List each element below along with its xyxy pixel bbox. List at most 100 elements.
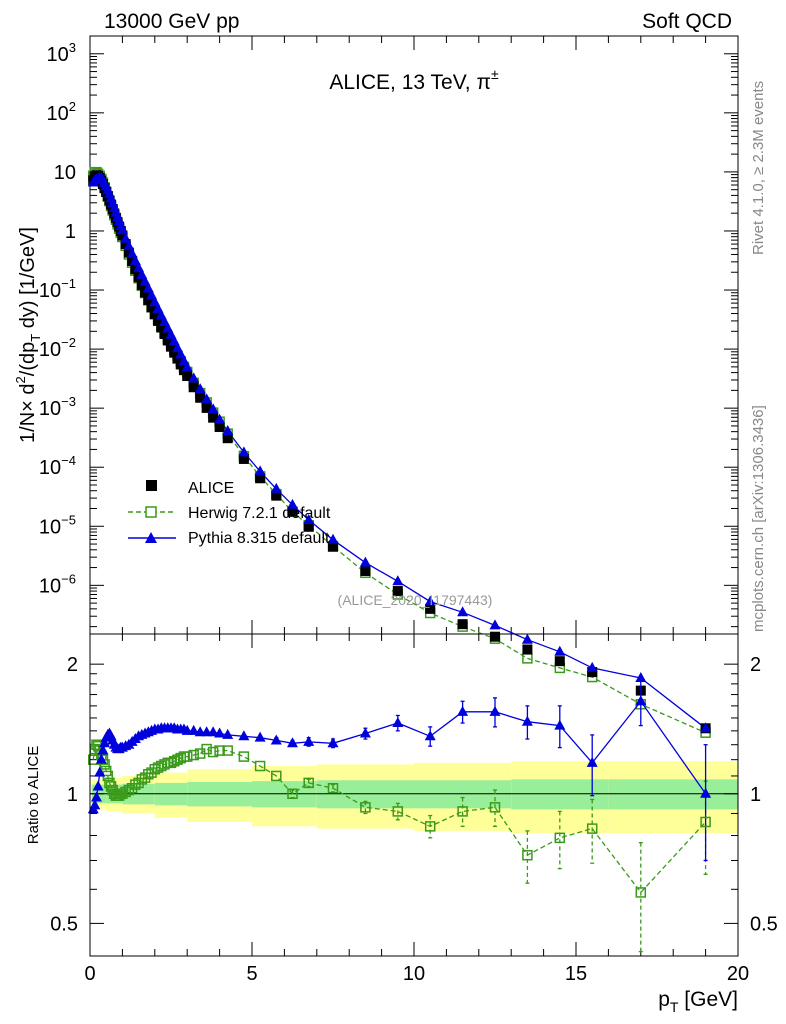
main-alice-point [159, 329, 170, 340]
ratio-pythia-point [635, 695, 647, 706]
main-pythia-point [635, 671, 647, 682]
main-alice-point [166, 341, 176, 352]
main-y-tick-base: 10 [54, 162, 76, 184]
x-tick-label: 0 [84, 963, 95, 985]
main-alice-point [303, 521, 314, 532]
ratio-herwig-point [117, 788, 128, 800]
main-pythia-point [146, 289, 158, 300]
ratio-uncertainty-bands [91, 761, 738, 834]
main-y-tick-base: 10 [39, 280, 61, 302]
main-pythia-point [700, 722, 712, 733]
main-y-tick-exponent: 3 [69, 40, 76, 55]
main-pythia-point [129, 255, 141, 266]
main-pythia-point [238, 446, 250, 457]
main-pythia-point [521, 633, 533, 644]
main-y-tick-base: 10 [39, 575, 61, 597]
main-y-tick-base: 10 [47, 103, 69, 125]
main-y-tick-exponent: −3 [61, 394, 76, 409]
ratio-y-tick-label-left: 1 [67, 784, 78, 806]
ratio-pythia-point [90, 791, 102, 802]
ratio-pythia-point [303, 735, 315, 746]
main-y-tick-label: 10−2 [39, 335, 76, 361]
ratio-herwig-point [287, 788, 298, 800]
ratio-pythia-point [92, 780, 104, 791]
ratio-pythia-point [97, 744, 109, 755]
ratio-pythia-point [521, 715, 533, 726]
ratio-herwig-point [113, 790, 125, 801]
ratio-pythia-point [700, 787, 712, 798]
main-y-tick-base: 1 [65, 221, 76, 243]
main-pythia-point [327, 533, 339, 544]
main-alice-point [425, 603, 436, 614]
ratio-y-axis-label: Ratio to ALICE [25, 746, 42, 844]
main-alice-point [195, 392, 206, 403]
ratio-y-tick-label-left: 2 [67, 654, 78, 676]
ratio-herwig-point [635, 887, 647, 898]
main-alice-point [208, 412, 219, 423]
main-pythia-point [489, 619, 501, 630]
main-alice-point [120, 239, 131, 250]
main-alice-point [522, 644, 533, 655]
ratio-pythia-point [214, 727, 226, 738]
ratio-herwig-point [424, 821, 436, 832]
ratio-pythia-point [94, 766, 106, 777]
main-y-tick-label: 10−1 [39, 276, 76, 302]
main-alice-point [587, 667, 598, 678]
main-pythia-line [92, 176, 706, 729]
main-alice-point [156, 322, 167, 333]
main-alice-point [182, 371, 193, 382]
main-y-tick-exponent: −1 [61, 276, 76, 291]
legend-alice-label: ALICE [188, 480, 234, 497]
ratio-pythia-point [392, 717, 404, 728]
main-pythia-point [457, 606, 469, 617]
main-alice-point [117, 230, 128, 241]
main-alice-point [457, 619, 468, 630]
main-alice-point [214, 421, 225, 432]
legend-herwig-label: Herwig 7.2.1 default [188, 505, 331, 522]
ratio-stat-uncertainty-band [608, 779, 738, 810]
ratio-herwig-point [457, 806, 468, 817]
main-y-tick-label: 10−5 [39, 512, 76, 538]
ratio-herwig-point [104, 777, 115, 789]
ratio-herwig-point [327, 782, 339, 794]
main-y-tick-label: 10−4 [39, 453, 76, 479]
main-pythia-point [123, 240, 135, 251]
main-y-tick-base: 10 [39, 339, 61, 361]
ratio-y-tick-label-left: 0.5 [50, 913, 78, 935]
main-pythia-point [139, 275, 151, 286]
main-pythia-point [133, 262, 145, 273]
main-pythia-point [142, 282, 154, 293]
main-y-tick-base: 10 [39, 516, 61, 538]
ratio-herwig-point [700, 816, 711, 828]
ratio-pythia-point [489, 705, 501, 716]
main-pythia-point [222, 425, 234, 436]
x-tick-label: 15 [565, 963, 587, 985]
main-y-tick-label: 10−3 [39, 394, 76, 420]
main-alice-point [172, 353, 183, 364]
ratio-pythia-point [254, 731, 266, 742]
x-tick-label: 5 [246, 963, 257, 985]
ratio-herwig-point [130, 779, 141, 790]
ratio-herwig-point [238, 751, 250, 762]
ratio-pythia-point [89, 799, 101, 810]
mcplots-label: mcplots.cern.ch [arXiv:1306.3436] [750, 405, 767, 632]
main-alice-point [271, 490, 282, 501]
main-pythia-point [207, 403, 219, 414]
main-y-tick-label: 102 [47, 99, 76, 125]
main-pythia-point [168, 335, 180, 346]
main-y-tick-base: 10 [39, 457, 61, 479]
main-y-tick-exponent: −6 [61, 571, 76, 586]
main-y-tick-label: 10 [54, 162, 76, 184]
main-herwig-line [92, 171, 706, 734]
ratio-herwig-point [181, 751, 193, 762]
main-alice-point [123, 247, 134, 258]
x-axis-label: pT [GeV] [658, 988, 738, 1015]
ratio-herwig-point [207, 746, 219, 758]
ratio-herwig-point [554, 832, 566, 844]
header-left: 13000 GeV pp [104, 10, 239, 33]
ratio-herwig-point [126, 782, 138, 794]
main-y-tick-base: 10 [39, 398, 61, 420]
ratio-pythia-point [99, 737, 111, 748]
main-alice-point [328, 541, 338, 552]
